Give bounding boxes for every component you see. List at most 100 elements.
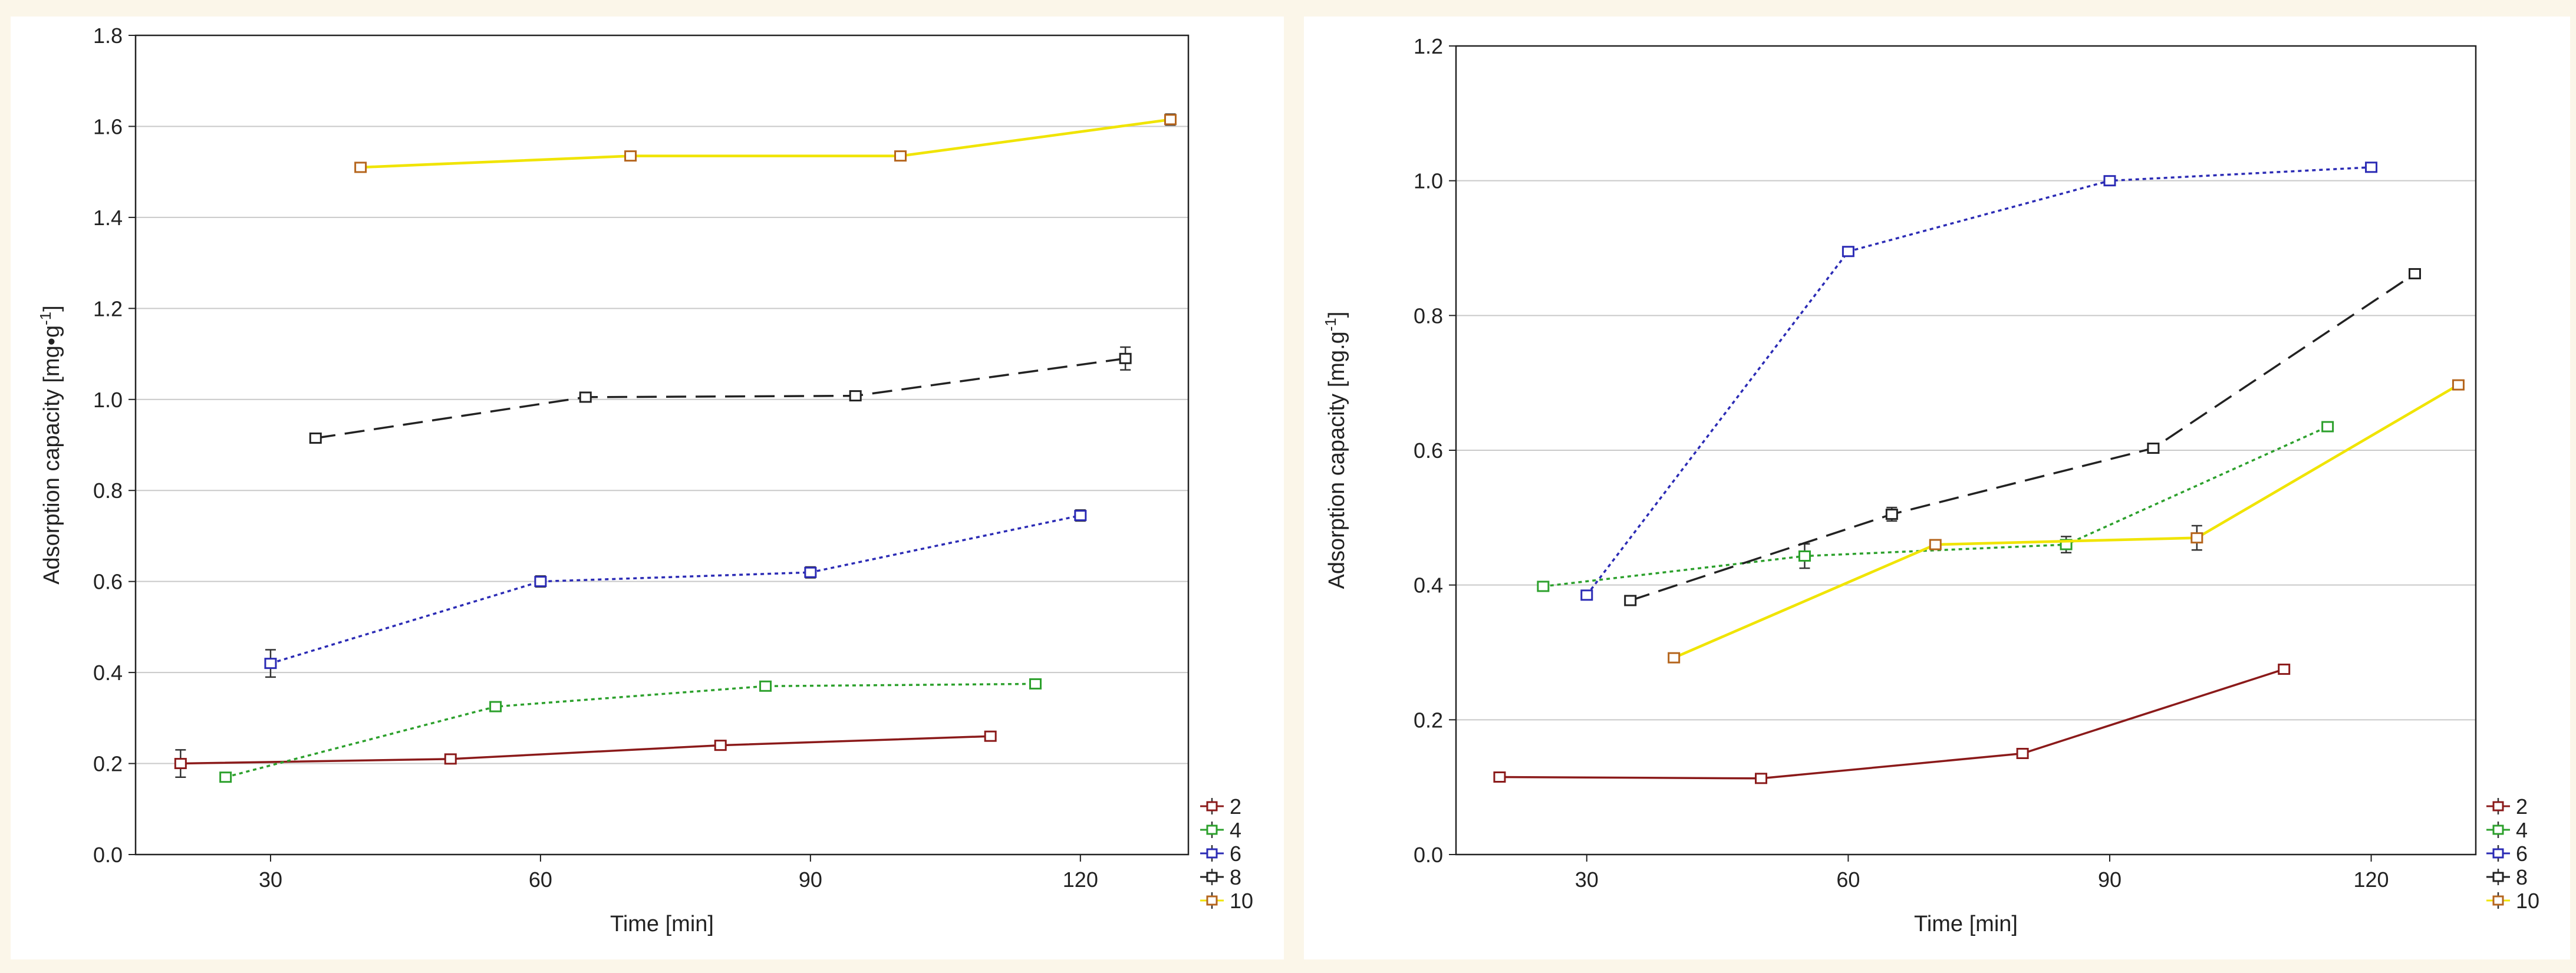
legend-entry-10: 10 — [2486, 889, 2539, 913]
series-2 — [174, 730, 997, 778]
legend-marker — [2492, 824, 2504, 835]
y-tick-label: 0.0 — [1414, 843, 1443, 867]
data-point — [2103, 175, 2116, 187]
x-tick-label: 30 — [1575, 868, 1599, 892]
legend-label: 4 — [1230, 818, 1241, 842]
data-point — [624, 150, 637, 162]
data-point — [1885, 509, 1898, 520]
legend-label: 6 — [2516, 842, 2528, 866]
legend-entry-4: 4 — [1200, 818, 1241, 842]
series-10 — [354, 113, 1177, 173]
legend-marker — [2492, 895, 2504, 906]
legend-entry-8: 8 — [2486, 865, 2528, 889]
y-tick-label: 1.2 — [93, 296, 123, 321]
data-point — [1668, 652, 1681, 664]
y-axis-title: Adsorption capacity [mg.g-1] — [1322, 312, 1349, 589]
data-point — [2278, 664, 2291, 675]
data-point — [579, 391, 592, 403]
data-point — [1929, 539, 1942, 550]
data-point — [489, 701, 502, 713]
x-tick-label: 120 — [1063, 868, 1098, 892]
legend-entry-8: 8 — [1200, 865, 1241, 889]
y-tick-label: 0.2 — [1414, 708, 1443, 732]
y-tick-label: 0.2 — [93, 752, 123, 776]
y-tick-label: 0.6 — [1414, 438, 1443, 463]
plot-frame — [1455, 45, 2477, 856]
data-point — [2321, 421, 2334, 433]
left-chart-panel: 0.0 0.2 0.4 0.6 0.8 1.0 1.2 1.4 1.6 1.8 30 60 90 120 T… — [11, 17, 1284, 959]
data-point — [1119, 352, 1132, 364]
left-chart: 0.0 0.2 0.4 0.6 0.8 1.0 1.2 1.4 1.6 1.8 30 60 90 120 T… — [37, 24, 1253, 936]
data-point — [1580, 589, 1593, 601]
series-line — [1543, 426, 2328, 588]
legend-entry-10: 10 — [1200, 889, 1253, 913]
legend-entry-2: 2 — [1200, 794, 1241, 819]
legend-label: 10 — [1230, 889, 1253, 913]
data-point — [2016, 748, 2029, 759]
y-axis-title-end: ] — [39, 305, 64, 312]
data-point — [804, 566, 817, 578]
y-axis-title-main: Adsorption capacity [mg•g — [39, 325, 64, 585]
data-point — [534, 576, 547, 588]
legend-label: 2 — [1230, 794, 1241, 819]
x-tick-label: 90 — [799, 868, 822, 892]
data-point — [984, 730, 997, 742]
series-line — [1630, 272, 2416, 602]
y-tick-label: 1.6 — [93, 114, 123, 138]
data-point — [1842, 246, 1854, 258]
y-tick-label: 0.8 — [1414, 304, 1443, 328]
series-8 — [309, 346, 1132, 444]
legend-label: 8 — [1230, 865, 1241, 889]
legend-label: 6 — [1230, 842, 1241, 866]
legend-entry-6: 6 — [2486, 842, 2528, 866]
right-chart: 0.0 0.2 0.4 0.6 0.8 1.0 1.2 30 60 90 120 Time [min]… — [1322, 34, 2539, 936]
y-tick-label: 0.6 — [93, 570, 123, 594]
legend-label: 10 — [2516, 889, 2539, 913]
data-point — [1074, 510, 1087, 522]
data-point — [759, 680, 772, 692]
data-point — [1029, 678, 1042, 690]
series-line — [1499, 668, 2285, 780]
data-point — [354, 161, 367, 173]
x-tick-label: 60 — [529, 868, 552, 892]
legend-marker — [1206, 824, 1218, 835]
series-10 — [1668, 379, 2465, 664]
data-point — [1798, 550, 1811, 562]
series-line — [1586, 166, 2371, 596]
y-axis-title-main: Adsorption capacity [mg.g — [1325, 331, 1349, 589]
x-tick-label: 30 — [259, 868, 282, 892]
data-point — [2365, 161, 2378, 173]
left-panel-background — [11, 17, 1284, 959]
legend-entry-6: 6 — [1200, 842, 1241, 866]
x-tick-label: 60 — [1836, 868, 1860, 892]
series-line — [1673, 384, 2459, 659]
data-point — [849, 390, 862, 402]
legend-marker — [1206, 801, 1218, 812]
x-axis-title: Time [min] — [1914, 912, 2018, 936]
data-point — [219, 771, 232, 783]
series-2 — [1493, 664, 2291, 784]
y-tick-label: 1.2 — [1414, 34, 1443, 58]
data-point — [2147, 443, 2160, 454]
y-tick-label: 0.4 — [1414, 573, 1443, 598]
series-4 — [219, 678, 1042, 783]
data-point — [1537, 580, 1550, 592]
y-tick-label: 1.8 — [93, 24, 123, 48]
y-tick-label: 0.4 — [93, 661, 123, 685]
data-point — [1624, 595, 1637, 606]
data-point — [1493, 771, 1506, 783]
y-tick-label: 1.4 — [93, 206, 123, 230]
y-tick-label: 1.0 — [1414, 169, 1443, 193]
series-line — [360, 118, 1171, 169]
series-4 — [1537, 421, 2334, 592]
data-point — [714, 740, 727, 751]
data-point — [309, 432, 322, 444]
right-panel-background — [1304, 17, 2570, 959]
y-axis-title-end: ] — [1325, 312, 1349, 318]
x-tick-label: 90 — [2098, 868, 2122, 892]
legend-marker — [2492, 872, 2504, 882]
legend-label: 2 — [2516, 794, 2528, 819]
plot-frame — [134, 34, 1190, 856]
